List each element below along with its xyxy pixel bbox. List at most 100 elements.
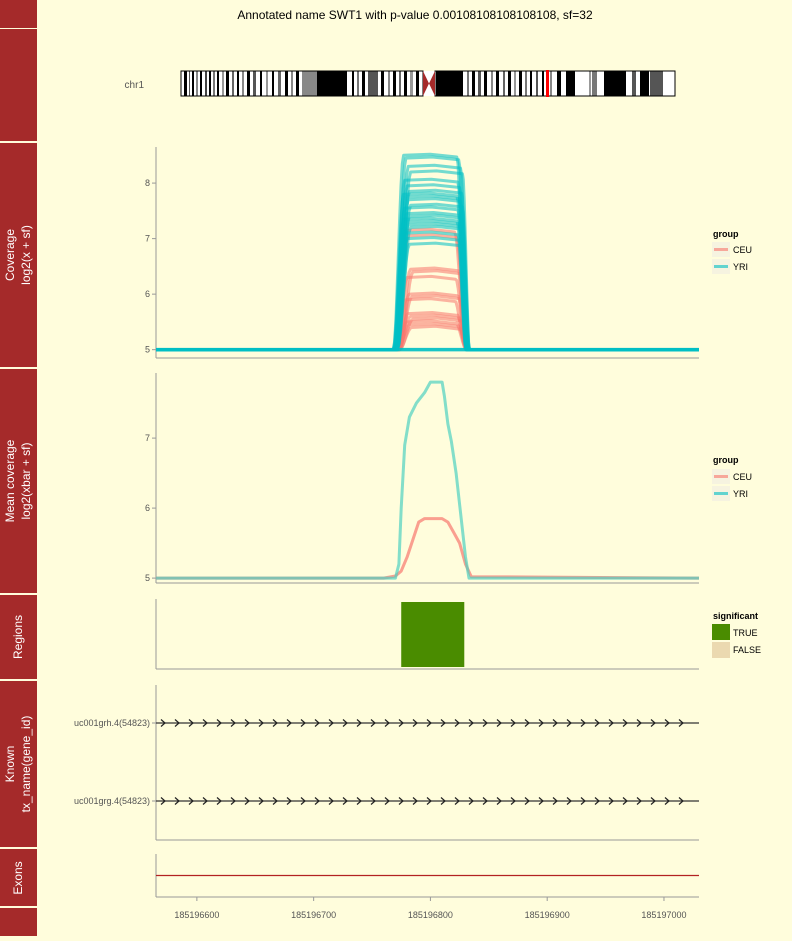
x-tick-label: 185196700 [291, 910, 336, 920]
ideogram-band [192, 71, 194, 96]
ideogram-band [388, 71, 390, 96]
known-strip-label-1: Known [3, 746, 17, 783]
transcript-strand-arrow [622, 719, 628, 727]
strip-coverage [0, 143, 37, 367]
coverage-strip-label-2: log2(x + sf) [19, 225, 33, 285]
transcript-strand-arrow [552, 719, 558, 727]
transcript-strand-arrow [300, 719, 306, 727]
transcript-strand-arrow [566, 719, 572, 727]
mean-line-ceu [156, 517, 700, 580]
mean-strip-label-2: log2(xbar + sf) [19, 442, 33, 519]
transcript-strand-arrow [258, 797, 264, 805]
strip-exons [0, 849, 37, 906]
mean-coverage-legend: group CEU YRI [712, 455, 752, 501]
transcript-strand-arrow [468, 797, 474, 805]
x-tick-label: 185197000 [641, 910, 686, 920]
transcript-strand-arrow [314, 797, 320, 805]
ideogram-band [253, 71, 256, 96]
transcript-strand-arrow [356, 797, 362, 805]
transcript-strand-arrow [272, 719, 278, 727]
ideogram-chrom-label: chr1 [125, 80, 145, 91]
ideogram-band [436, 71, 463, 96]
ideogram-band [362, 71, 365, 96]
ideogram-band [410, 71, 413, 96]
transcript-strand-arrow [160, 797, 166, 805]
regions-strip-label: Regions [11, 615, 25, 659]
x-tick-label: 185196900 [525, 910, 570, 920]
mean-y-tick-label: 7 [145, 433, 150, 443]
ideogram-band [196, 71, 198, 96]
ideogram-position-marker [546, 70, 549, 97]
transcript-strand-arrow [468, 719, 474, 727]
transcript-strand-arrow [188, 719, 194, 727]
ideogram-band [237, 71, 239, 96]
ideogram-band [557, 71, 561, 96]
transcript-strand-arrow [174, 719, 180, 727]
ideogram-band [302, 71, 317, 96]
transcript-strand-arrow [678, 719, 684, 727]
transcript-strand-arrow [594, 797, 600, 805]
transcript-strand-arrow [482, 797, 488, 805]
transcript-strand-arrow [552, 797, 558, 805]
transcript-strand-arrow [398, 719, 404, 727]
ideogram-band [217, 71, 219, 96]
transcript-strand-arrow [524, 797, 530, 805]
coverage-legend-ceu: CEU [733, 245, 752, 255]
transcript-strand-arrow [216, 719, 222, 727]
transcript-strand-arrow [342, 719, 348, 727]
ideogram-band [205, 71, 207, 96]
transcript-strand-arrow [594, 719, 600, 727]
transcript-strand-arrow [314, 719, 320, 727]
ideogram-band [368, 71, 378, 96]
x-tick-label: 185196600 [174, 910, 219, 920]
ideogram-band [640, 71, 649, 96]
ideogram-band [399, 71, 401, 96]
transcript-strand-arrow [286, 719, 292, 727]
ideogram-band [260, 71, 262, 96]
transcript-strand-arrow [244, 797, 250, 805]
ideogram-band [604, 71, 626, 96]
transcript-strand-arrow [328, 719, 334, 727]
ideogram-band [352, 71, 354, 96]
significant-legend-swatch-false [712, 642, 730, 658]
chromosome-ideogram: chr1 [125, 70, 676, 97]
ideogram-band [209, 71, 211, 96]
significant-legend: significant TRUE FALSE [712, 611, 761, 658]
ideogram-band [508, 71, 511, 96]
strip-axis-row [0, 908, 37, 936]
ideogram-band [285, 71, 288, 96]
ideogram-centromere-left [423, 71, 429, 96]
ideogram-band [247, 71, 250, 96]
transcript-strand-arrow [230, 719, 236, 727]
significant-legend-swatch-true [712, 624, 730, 640]
mean-line-yri [156, 380, 699, 580]
transcript-strand-arrow [496, 719, 502, 727]
coverage-legend-yri: YRI [733, 262, 748, 272]
region-bar-significant [401, 602, 465, 667]
ideogram-band [650, 71, 663, 96]
transcript-strand-arrow [342, 797, 348, 805]
transcript-strand-arrow [412, 797, 418, 805]
ideogram-band [589, 71, 591, 96]
transcript-strand-arrow [202, 719, 208, 727]
ideogram-band [200, 71, 202, 96]
transcript-strand-arrow [678, 797, 684, 805]
significant-legend-true: TRUE [733, 628, 758, 638]
ideogram-centromere-right [429, 71, 435, 96]
transcript-label: uc001grg.4(54823) [74, 796, 150, 806]
ideogram-band [272, 71, 274, 96]
ideogram-band [472, 71, 475, 96]
strip-ideogram [0, 29, 37, 141]
transcript-strand-arrow [496, 797, 502, 805]
transcript-strand-arrow [440, 797, 446, 805]
ideogram-band [592, 71, 597, 96]
ideogram-band [519, 71, 522, 96]
mean-legend-yri: YRI [733, 489, 748, 499]
transcript-strand-arrow [258, 719, 264, 727]
mean-legend-ceu: CEU [733, 472, 752, 482]
coverage-y-tick-label: 5 [145, 345, 150, 355]
coverage-y-tick-label: 8 [145, 178, 150, 188]
strip-known [0, 681, 37, 847]
